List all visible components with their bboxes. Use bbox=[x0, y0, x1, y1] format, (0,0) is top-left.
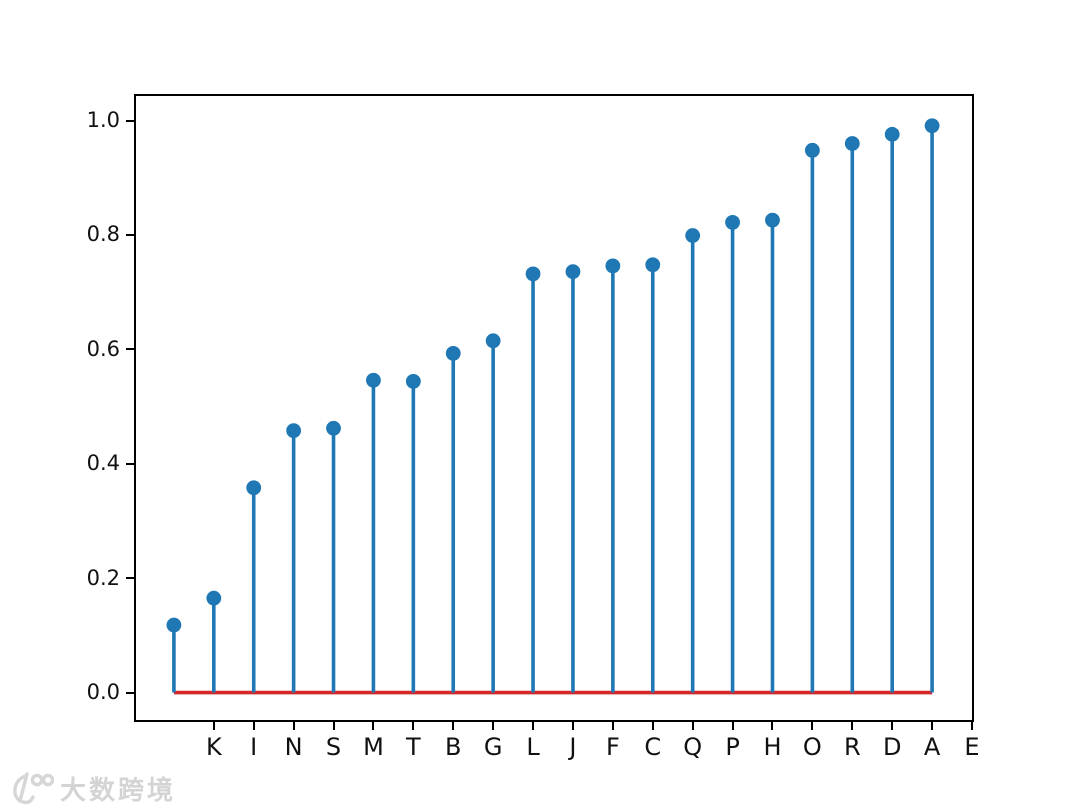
x-tick-mark bbox=[372, 722, 375, 730]
stem-marker bbox=[445, 345, 461, 361]
x-tick-label: T bbox=[405, 733, 421, 761]
x-tick-label: A bbox=[923, 733, 941, 761]
stem-marker bbox=[405, 374, 421, 389]
x-tick-mark bbox=[811, 722, 814, 730]
x-tick-label: I bbox=[250, 733, 258, 761]
plot-area bbox=[134, 94, 974, 722]
10-100-swirl-logo-icon bbox=[13, 771, 54, 804]
stem-marker bbox=[844, 136, 860, 151]
y-tick-mark bbox=[126, 348, 134, 351]
x-tick-label: L bbox=[526, 733, 540, 761]
y-tick-label: 0.4 bbox=[86, 451, 120, 476]
stem-marker bbox=[725, 215, 740, 230]
x-tick-label: D bbox=[882, 733, 902, 761]
x-tick-mark bbox=[492, 722, 495, 730]
x-tick-label: P bbox=[725, 733, 740, 761]
x-tick-label: Q bbox=[683, 733, 703, 761]
x-tick-label: M bbox=[363, 733, 384, 761]
stem-marker bbox=[246, 480, 262, 496]
y-tick-label: 0.2 bbox=[86, 565, 120, 590]
stem-marker bbox=[525, 266, 541, 282]
x-tick-mark bbox=[931, 722, 934, 730]
x-tick-label: E bbox=[964, 733, 980, 761]
watermark: 大数跨境 bbox=[10, 770, 176, 807]
x-tick-mark bbox=[651, 722, 654, 730]
x-tick-mark bbox=[292, 722, 295, 730]
stem-marker bbox=[804, 142, 820, 158]
y-tick-mark bbox=[126, 119, 134, 122]
y-tick-label: 0.8 bbox=[86, 222, 120, 247]
x-tick-label: S bbox=[325, 733, 342, 761]
y-tick-label: 0.6 bbox=[86, 336, 120, 361]
x-tick-label: F bbox=[605, 733, 620, 761]
x-tick-label: H bbox=[763, 733, 782, 761]
y-tick-mark bbox=[126, 691, 134, 694]
x-tick-label: R bbox=[843, 733, 861, 761]
x-tick-mark bbox=[691, 722, 694, 730]
x-tick-mark bbox=[611, 722, 614, 730]
stem-marker bbox=[645, 257, 661, 273]
x-tick-label: O bbox=[802, 733, 822, 761]
y-tick-mark bbox=[126, 233, 134, 236]
x-tick-mark bbox=[252, 722, 255, 730]
x-tick-mark bbox=[452, 722, 455, 730]
x-tick-mark bbox=[851, 722, 854, 730]
y-tick-mark bbox=[126, 577, 134, 580]
x-tick-mark bbox=[771, 722, 774, 730]
stem-chart bbox=[166, 118, 940, 695]
stem-marker bbox=[286, 423, 302, 438]
x-tick-mark bbox=[971, 722, 973, 730]
watermark-text: 大数跨境 bbox=[60, 776, 177, 806]
x-tick-mark bbox=[332, 722, 335, 730]
x-tick-mark bbox=[412, 722, 415, 730]
stem-marker bbox=[206, 590, 222, 606]
x-tick-label: C bbox=[644, 733, 662, 761]
stem-marker bbox=[685, 228, 701, 243]
y-tick-mark bbox=[126, 462, 134, 465]
stem-marker bbox=[924, 118, 940, 134]
x-tick-mark bbox=[731, 722, 734, 730]
x-tick-mark bbox=[891, 722, 894, 730]
stem-marker bbox=[366, 372, 381, 388]
x-tick-label: K bbox=[205, 733, 222, 761]
x-tick-mark bbox=[571, 722, 574, 730]
stem-marker bbox=[166, 617, 182, 633]
stem-marker bbox=[765, 212, 780, 228]
x-tick-label: J bbox=[569, 733, 577, 761]
x-tick-label: N bbox=[284, 733, 303, 761]
stem-marker bbox=[565, 264, 581, 279]
stem-marker bbox=[485, 333, 501, 349]
y-tick-label: 0.0 bbox=[86, 680, 120, 705]
y-tick-label: 1.0 bbox=[86, 108, 120, 133]
stem-marker bbox=[326, 420, 341, 436]
x-tick-label: B bbox=[445, 733, 462, 761]
stem-marker bbox=[605, 258, 621, 274]
x-tick-mark bbox=[532, 722, 535, 730]
x-tick-label: G bbox=[483, 733, 503, 761]
stem-marker bbox=[884, 126, 900, 142]
x-tick-mark bbox=[212, 722, 215, 730]
